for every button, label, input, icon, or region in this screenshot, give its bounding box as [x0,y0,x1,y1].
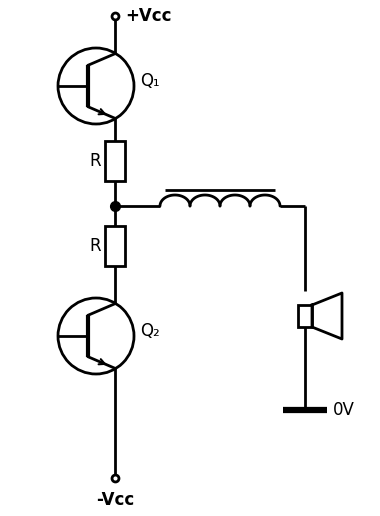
Text: Q₂: Q₂ [140,322,160,340]
Bar [298,305,312,327]
Bar [105,226,125,266]
Text: Q₁: Q₁ [140,72,160,90]
Text: 0V: 0V [333,401,355,419]
Text: R: R [89,152,101,170]
Polygon shape [312,293,342,339]
Text: R: R [89,237,101,255]
Text: -Vcc: -Vcc [96,491,134,509]
Bar [105,141,125,181]
Text: +Vcc: +Vcc [125,7,171,25]
